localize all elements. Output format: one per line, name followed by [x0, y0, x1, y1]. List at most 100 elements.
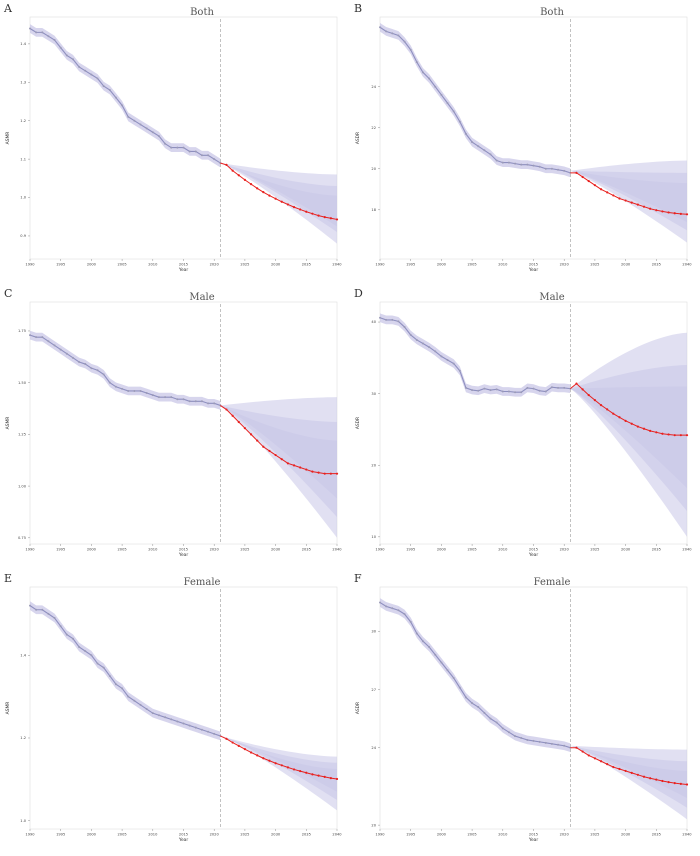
forecast-point [237, 744, 240, 747]
forecast-point [575, 382, 578, 385]
y-tick-label: 30 [371, 392, 376, 396]
forecast-point [299, 769, 302, 773]
y-tick-label: 1.4 [20, 42, 26, 46]
observed-point [507, 731, 510, 734]
observed-point [102, 666, 105, 669]
observed-line [29, 605, 221, 737]
observed-point [59, 46, 62, 49]
observed-point [458, 120, 461, 123]
forecast-point [624, 419, 627, 422]
forecast-point [225, 163, 228, 166]
forecast-point [280, 764, 283, 767]
plot-frame [379, 586, 688, 830]
forecast-point [335, 218, 339, 221]
x-axis-label: Year [528, 267, 538, 273]
x-tick-label: 2010 [498, 263, 508, 267]
observed-point [121, 687, 124, 690]
forecast-point [624, 199, 627, 202]
observed-point [194, 400, 197, 403]
forecast-point [642, 775, 646, 778]
forecast-point [305, 210, 308, 213]
forecast-point [225, 737, 228, 740]
forecast-point [649, 207, 652, 210]
observed-point [102, 85, 105, 88]
forecast-point [685, 213, 689, 216]
forecast-point [612, 412, 615, 415]
observed-point [151, 394, 154, 397]
observed-point [526, 386, 529, 389]
panel-b: B Both 1990 1995 2000 2005 2010 2015 2020 2025 2… [350, 0, 700, 285]
observed-point [526, 738, 529, 741]
panel-a: A Both 1990 1995 2000 2005 2010 2015 2020 2025 2… [0, 0, 350, 285]
observed-point [520, 391, 523, 394]
x-tick-label: 2015 [179, 548, 188, 552]
observed-point [520, 163, 523, 166]
observed-point [483, 149, 486, 152]
x-axis-label: Year [178, 837, 188, 843]
panel-title: Both [540, 7, 564, 18]
x-tick-label: 2015 [529, 833, 538, 837]
y-tick-label: 10 [371, 535, 376, 539]
x-tick-label: 2005 [468, 263, 477, 267]
observed-point [483, 387, 486, 390]
observed-point [176, 146, 179, 149]
observed-point [520, 737, 523, 740]
panel-e: E Female 1990 1995 2000 2005 2010 2015 2020 202… [0, 570, 350, 855]
x-tick-label: 1995 [56, 263, 65, 267]
forecast-point [268, 194, 271, 197]
observed-point [538, 740, 541, 743]
observed-point [170, 146, 173, 149]
y-tick-label: 40 [371, 320, 376, 324]
observed-point [114, 385, 117, 388]
panel-d: D Male 1990 1995 2000 2005 2010 2015 2020 2025 2… [350, 285, 700, 570]
x-tick-label: 2010 [498, 833, 508, 837]
observed-point [78, 65, 81, 68]
uncertainty-band-outer [220, 735, 337, 811]
forecast-point [256, 187, 259, 190]
observed-point [397, 609, 400, 612]
forecast-point [661, 210, 664, 213]
observed-point [96, 662, 99, 665]
x-tick-label: 2030 [271, 263, 281, 267]
observed-point [108, 674, 111, 677]
observed-point [182, 398, 185, 401]
x-tick-label: 2040 [332, 263, 342, 267]
observed-point [403, 613, 406, 616]
forecast-point [673, 212, 676, 215]
forecast-point [599, 760, 603, 763]
x-tick-label: 2025 [590, 833, 599, 837]
observed-point [550, 742, 553, 745]
y-tick-label: 1.1 [20, 157, 26, 161]
observed-point [471, 702, 474, 705]
forecast-point [256, 754, 259, 757]
observed-point [495, 388, 498, 391]
observed-point [29, 27, 31, 30]
chart-svg: 1990 1995 2000 2005 2010 2015 2020 2025 2030 2035… [5, 586, 342, 843]
observed-point [213, 402, 216, 405]
observed-point [139, 703, 142, 706]
x-tick-label: 2010 [148, 263, 158, 267]
forecast-point [587, 179, 590, 183]
observed-line [379, 26, 571, 174]
forecast-point [317, 774, 320, 777]
observed-point [139, 123, 142, 126]
observed-point [477, 706, 480, 709]
forecast-point [274, 197, 277, 200]
x-tick-label: 2010 [148, 833, 158, 837]
chart-svg: 1990 1995 2000 2005 2010 2015 2020 2025 2030 2035… [355, 586, 692, 843]
observed-point [170, 718, 173, 721]
x-tick-label: 2020 [210, 263, 220, 267]
observed-point [53, 344, 56, 347]
forecast-point [667, 433, 670, 436]
forecast-point [618, 197, 621, 200]
observed-point [544, 390, 547, 393]
observed-point [41, 608, 44, 611]
observed-point [471, 389, 474, 392]
forecast-point [630, 422, 633, 425]
observed-point [59, 625, 62, 628]
forecast-point [323, 472, 326, 475]
observed-point [59, 348, 62, 351]
observed-point [108, 381, 111, 384]
x-tick-label: 2015 [529, 548, 538, 552]
observed-point [35, 608, 38, 611]
